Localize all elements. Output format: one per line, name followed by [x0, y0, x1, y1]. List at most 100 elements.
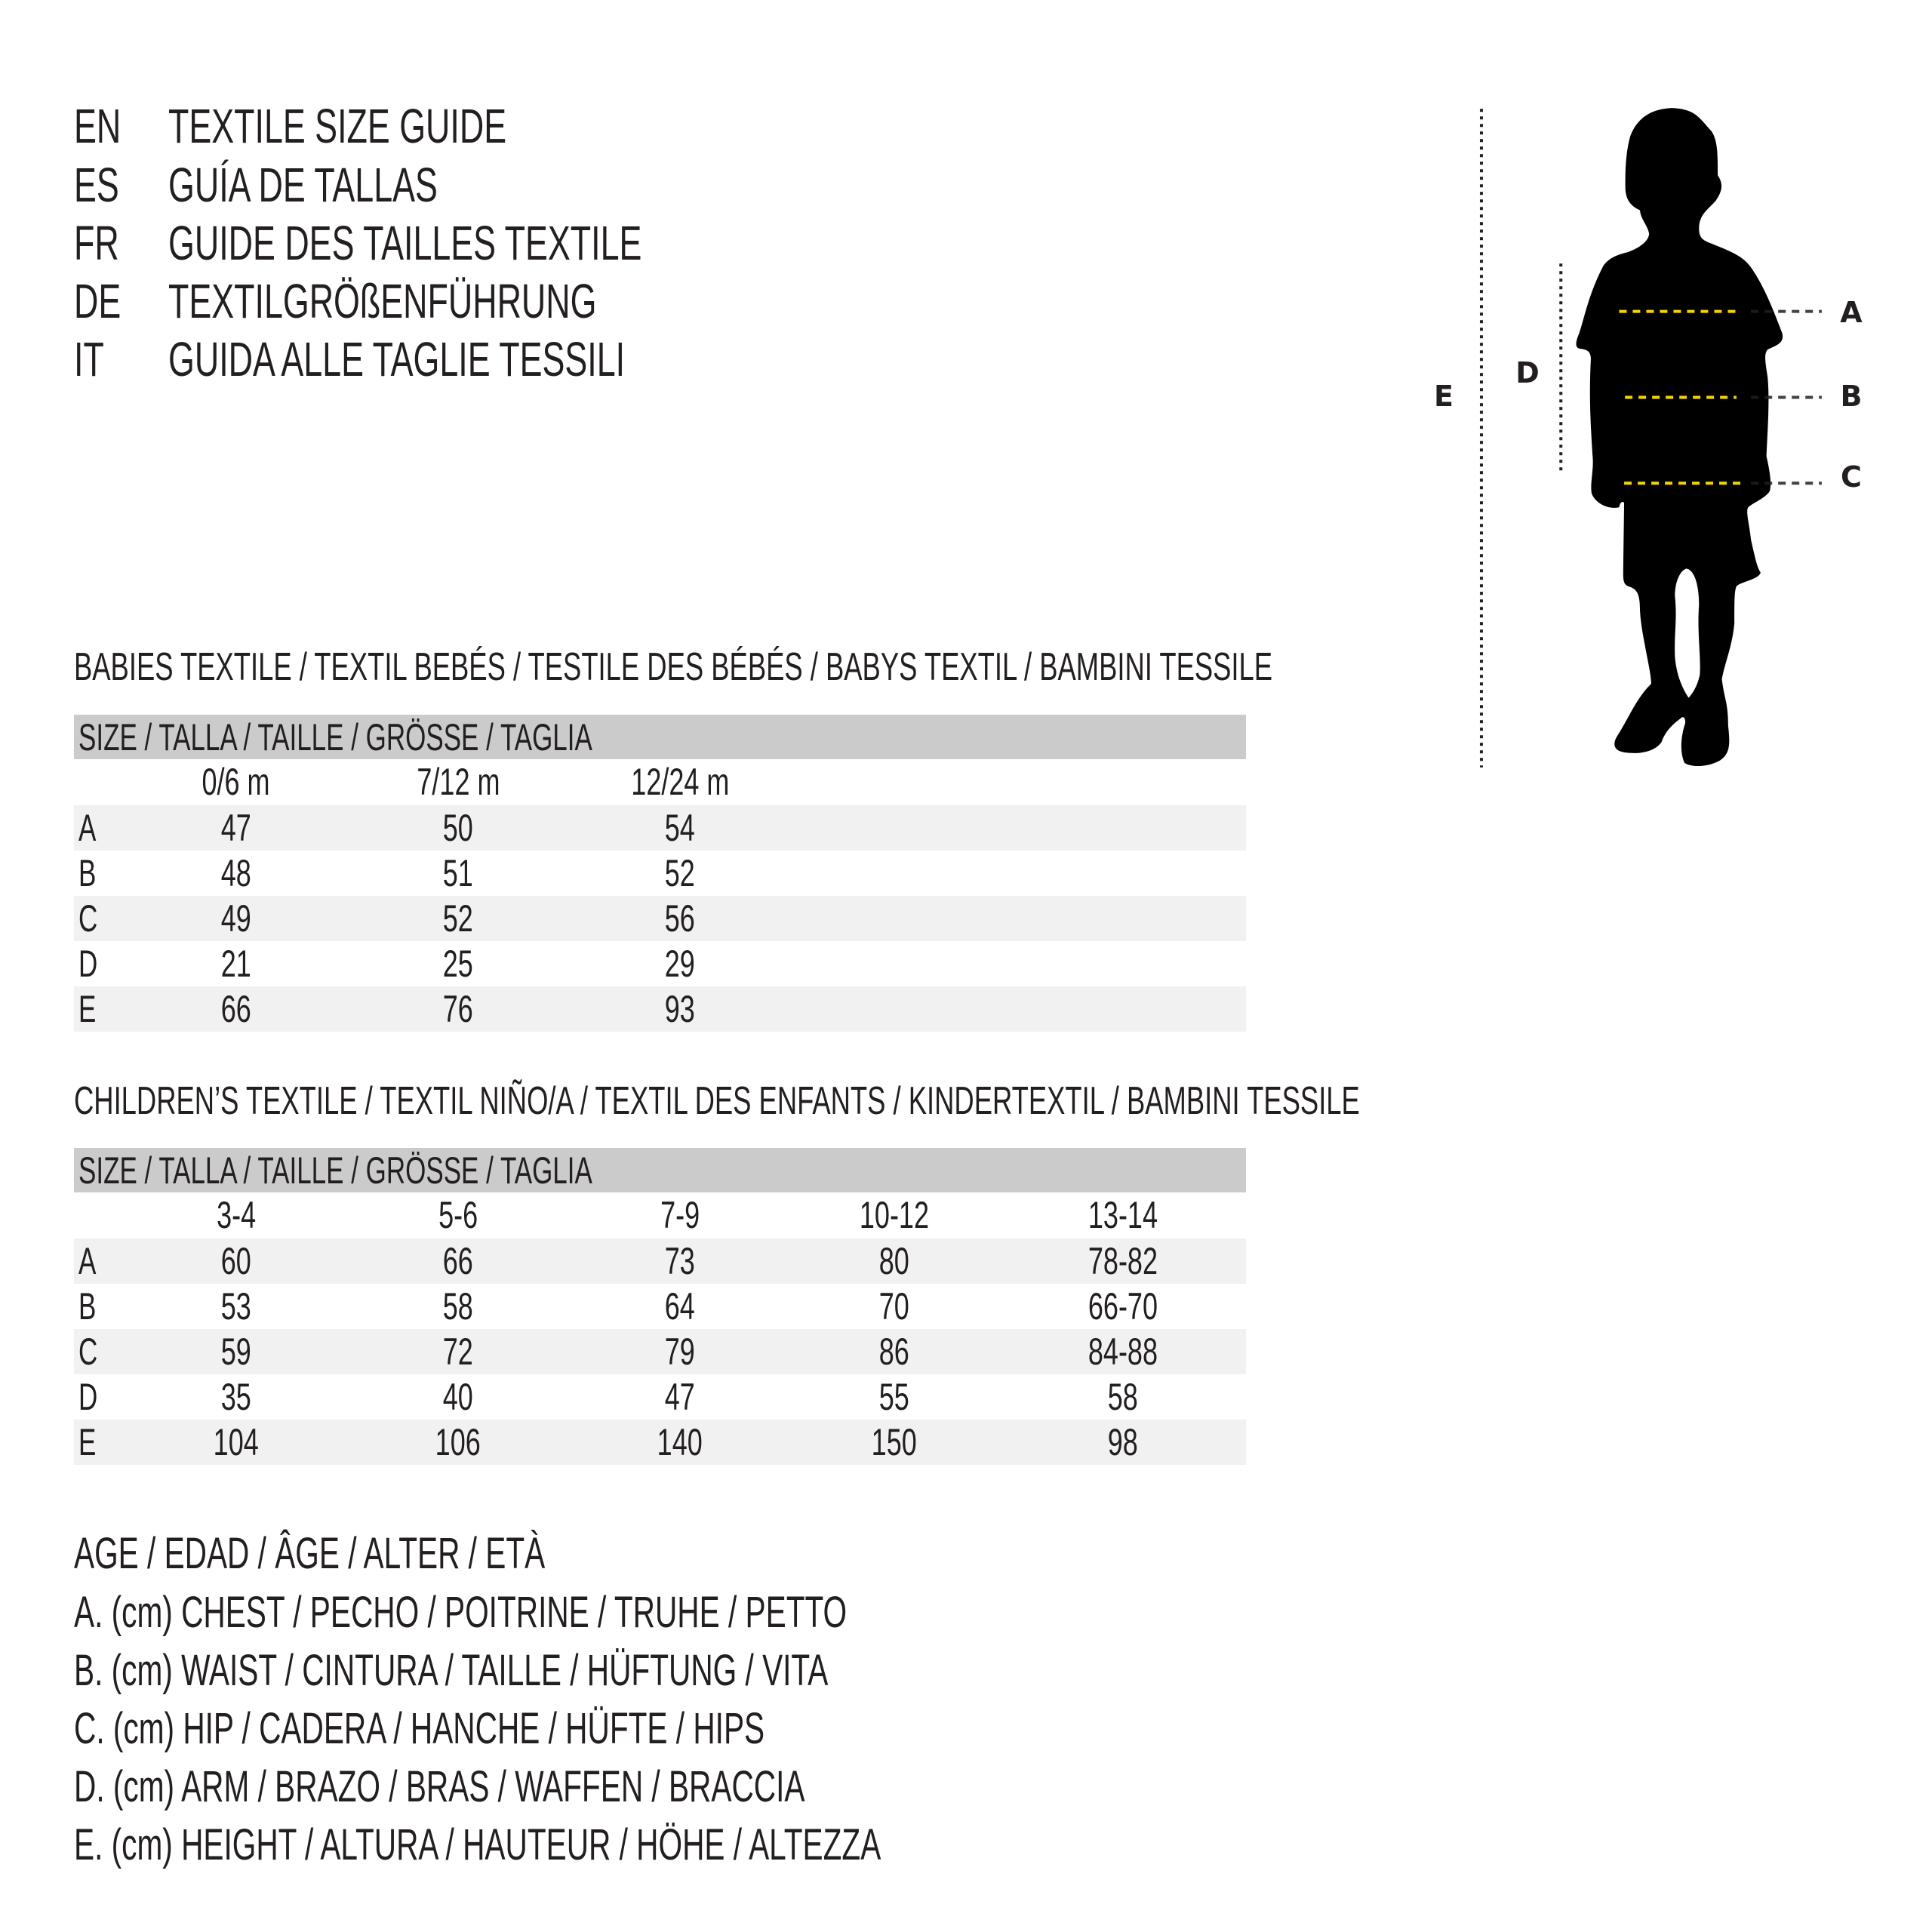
babies-section-heading: BABIES TEXTILE / TEXTIL BEBÉS / TESTILE …	[74, 645, 1786, 690]
table-cell: 52	[567, 851, 793, 896]
table-cell-text: 93	[664, 988, 696, 1030]
column-header: 5-6	[345, 1192, 571, 1238]
row-label: B	[78, 851, 103, 896]
guide-title-text: GUIDE DES TAILLES TEXTILE	[168, 216, 642, 270]
row-label: D	[78, 1374, 106, 1420]
table-cell-text: 52	[442, 897, 474, 940]
table-cell: 76	[345, 986, 571, 1032]
table-cell: 106	[345, 1420, 571, 1465]
children-section-heading: CHILDREN’S TEXTILE / TEXTIL NIÑO/A / TEX…	[74, 1078, 1911, 1124]
table-cell-text: 51	[442, 852, 474, 894]
column-header-text: 10-12	[859, 1194, 930, 1236]
table-cell: 49	[123, 896, 349, 941]
table-cell-text: 52	[664, 852, 696, 894]
table-cell: 40	[345, 1374, 571, 1420]
table-cell: 21	[123, 941, 349, 986]
child-silhouette-figure	[1283, 108, 1932, 800]
table-cell-text: 150	[871, 1421, 918, 1463]
babies-section-heading-text: BABIES TEXTILE / TEXTIL BEBÉS / TESTILE …	[74, 645, 1273, 689]
row-label-text: A	[78, 807, 97, 849]
language-code-text: EN	[74, 99, 122, 153]
legend-item-text: B. (cm) WAIST / CINTURA / TAILLE / HÜFTU…	[74, 1646, 829, 1695]
legend-item-text: C. (cm) HIP / CADERA / HANCHE / HÜFTE / …	[74, 1704, 765, 1753]
table-cell: 84-88	[1010, 1329, 1236, 1374]
row-label: A	[78, 805, 103, 851]
column-header-text: 3-4	[216, 1194, 257, 1236]
legend-item: B. (cm) WAIST / CINTURA / TAILLE / HÜFTU…	[74, 1644, 1152, 1697]
table-cell: 51	[345, 851, 571, 896]
table-cell-text: 66-70	[1088, 1285, 1158, 1327]
size-header-label: SIZE / TALLA / TAILLE / GRÖSSE / TAGLIA	[78, 1148, 813, 1193]
row-label-text: E	[78, 1421, 97, 1463]
language-code-text: IT	[74, 332, 104, 386]
table-cell-text: 104	[213, 1421, 260, 1463]
guide-title: TEXTILGRÖßENFÜHRUNG	[168, 271, 780, 331]
legend-item: D. (cm) ARM / BRAZO / BRAS / WAFFEN / BR…	[74, 1761, 1118, 1814]
legend-item: C. (cm) HIP / CADERA / HANCHE / HÜFTE / …	[74, 1703, 1060, 1755]
table-row-shading	[74, 1238, 1246, 1284]
size-header-label-text: SIZE / TALLA / TAILLE / GRÖSSE / TAGLIA	[78, 1149, 592, 1192]
column-header-text: 13-14	[1088, 1194, 1158, 1236]
size-header-band	[74, 1148, 1246, 1192]
table-cell: 78-82	[1010, 1238, 1236, 1284]
table-cell: 58	[345, 1284, 571, 1329]
legend-item: E. (cm) HEIGHT / ALTURA / HAUTEUR / HÖHE…	[74, 1819, 1227, 1872]
table-cell: 150	[781, 1420, 1008, 1465]
table-cell-text: 66	[442, 1240, 474, 1282]
row-label: A	[78, 1238, 103, 1284]
table-cell-text: 73	[664, 1240, 696, 1282]
column-header-text: 7/12 m	[416, 761, 500, 803]
table-row-shading	[74, 1420, 1246, 1465]
table-cell: 93	[567, 986, 793, 1032]
table-cell: 66-70	[1010, 1284, 1236, 1329]
table-cell: 86	[781, 1329, 1008, 1374]
guide-title: TEXTILE SIZE GUIDE	[168, 96, 651, 156]
size-header-band	[74, 715, 1246, 759]
column-header: 7/12 m	[345, 759, 571, 804]
legend-item-text: E. (cm) HEIGHT / ALTURA / HAUTEUR / HÖHE…	[74, 1820, 881, 1869]
table-cell: 80	[781, 1238, 1008, 1284]
table-cell: 66	[345, 1238, 571, 1284]
language-code-text: ES	[74, 158, 119, 212]
table-cell: 47	[567, 1374, 793, 1420]
table-cell: 56	[567, 896, 793, 941]
table-cell: 29	[567, 941, 793, 986]
row-label: D	[78, 941, 106, 986]
table-row-shading	[74, 805, 1246, 851]
table-cell-text: 64	[664, 1285, 696, 1327]
table-cell-text: 50	[442, 807, 474, 849]
row-label-text: D	[78, 1376, 98, 1418]
column-header-text: 7-9	[660, 1194, 700, 1236]
figure-label-e: E	[1434, 380, 1454, 413]
child-silhouette-icon	[1576, 108, 1783, 767]
figure-label-d: D	[1515, 356, 1540, 389]
legend-item-text: A. (cm) CHEST / PECHO / POITRINE / TRUHE…	[74, 1588, 848, 1637]
table-cell-text: 47	[664, 1376, 696, 1418]
table-cell-text: 40	[442, 1376, 474, 1418]
figure-label-a: A	[1840, 296, 1863, 329]
language-code: DE	[74, 271, 141, 331]
legend-item: A. (cm) CHEST / PECHO / POITRINE / TRUHE…	[74, 1586, 1178, 1639]
row-label-text: B	[78, 1285, 97, 1327]
table-cell-text: 60	[220, 1240, 252, 1282]
column-header-text: 0/6 m	[202, 761, 271, 803]
table-cell-text: 29	[664, 943, 696, 985]
table-cell: 79	[567, 1329, 793, 1374]
table-cell-text: 53	[220, 1285, 252, 1327]
table-cell-text: 58	[1107, 1376, 1139, 1418]
table-cell: 104	[123, 1420, 349, 1465]
language-code: FR	[74, 213, 138, 273]
size-header-label: SIZE / TALLA / TAILLE / GRÖSSE / TAGLIA	[78, 715, 813, 760]
row-label: B	[78, 1284, 103, 1329]
guide-title-text: GUIDA ALLE TAGLIE TESSILI	[168, 332, 626, 386]
table-cell: 72	[345, 1329, 571, 1374]
table-cell: 59	[123, 1329, 349, 1374]
table-cell-text: 98	[1107, 1421, 1139, 1463]
table-cell-text: 84-88	[1088, 1331, 1158, 1373]
table-row-shading	[74, 986, 1246, 1032]
language-code: EN	[74, 96, 141, 156]
size-header-label-text: SIZE / TALLA / TAILLE / GRÖSSE / TAGLIA	[78, 716, 592, 758]
language-code: ES	[74, 155, 138, 215]
table-cell-text: 140	[657, 1421, 703, 1463]
table-cell: 35	[123, 1374, 349, 1420]
